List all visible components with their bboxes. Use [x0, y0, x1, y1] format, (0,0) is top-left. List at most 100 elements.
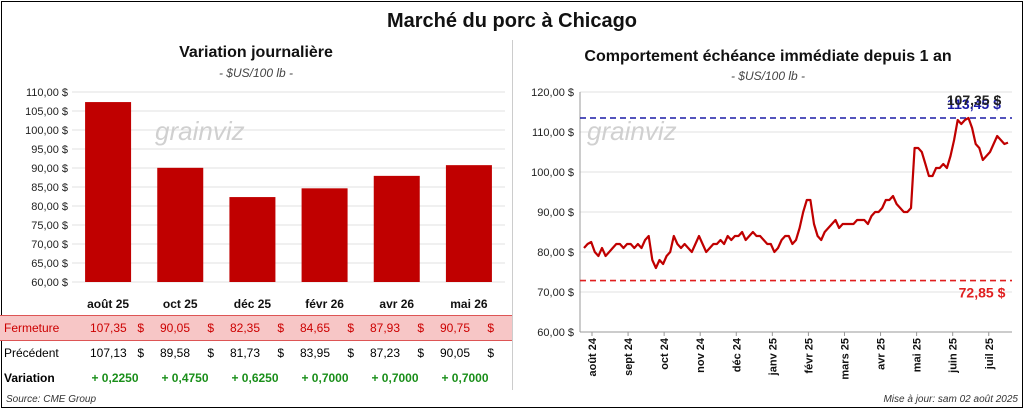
fermeture-cell: 90,75 $	[430, 321, 500, 335]
bar	[157, 167, 204, 282]
line-x-tick: nov 24	[695, 337, 707, 373]
fermeture-cell: 87,93 $	[360, 321, 430, 335]
variation-cell-value: + 0,7000	[301, 371, 349, 385]
bar-y-tick: 60,00 $	[31, 277, 68, 289]
precedent-cell-currency: $	[137, 346, 144, 360]
watermark: grainviz	[155, 116, 245, 146]
precedent-cell: 83,95 $	[290, 346, 360, 360]
line-x-tick: janv 25	[767, 338, 779, 376]
variation-cell-value: + 0,4750	[161, 371, 209, 385]
bar-x-tick: août 25	[87, 297, 129, 311]
line-chart: 60,00 $ 70,00 $ 80,00 $ 90,00 $ 100,00 $ 110,…	[531, 87, 1012, 380]
precedent-cell-value: 90,05	[440, 346, 471, 360]
line-y-tick: 90,00 $	[537, 207, 574, 219]
fermeture-cell-value: 82,35	[230, 321, 261, 335]
fermeture-cell-currency: $	[417, 321, 424, 335]
fermeture-cell-currency: $	[277, 321, 284, 335]
line-y-tick: 60,00 $	[537, 327, 574, 339]
variation-cell-value: + 0,7000	[371, 371, 419, 385]
variation-cell: + 0,7000	[290, 371, 360, 385]
fermeture-cell-value: 84,65	[300, 321, 331, 335]
variation-cell-value: + 0,7000	[441, 371, 489, 385]
fermeture-row: Fermeture 107,35 $90,05 $82,35 $84,65 $87,93…	[0, 315, 512, 341]
variation-row: Variation + 0,2250 + 0,4750 + 0,6250 + 0,70…	[0, 367, 512, 389]
fermeture-cell-value: 90,75	[440, 321, 471, 335]
high-label: 113,45 $	[947, 96, 1001, 112]
bar-x-tick: mai 26	[450, 297, 488, 311]
bar	[301, 188, 348, 282]
precedent-cell-value: 87,23	[370, 346, 401, 360]
precedent-cells: 107,13 $89,58 $81,73 $83,95 $87,23 $90,05 $	[80, 346, 500, 360]
fermeture-cell: 107,35 $	[80, 321, 150, 335]
line-y-tick: 120,00 $	[531, 87, 574, 99]
fermeture-cells: 107,35 $ 90,05 $82,35 $84,65 $87,93 $90,75 $	[80, 321, 500, 335]
fermeture-cell-currency: $	[487, 321, 494, 335]
bar-y-tick: 110,00 $	[26, 87, 68, 99]
fermeture-cell: 84,65 $	[290, 321, 360, 335]
line-x-tick: mai 25	[912, 338, 924, 372]
bar-y-tick: 70,00 $	[31, 239, 68, 251]
variation-cell-value: + 0,2250	[91, 371, 139, 385]
bar-y-tick: 95,00 $	[31, 144, 68, 156]
low-label: 72,85 $	[959, 285, 1006, 301]
bar-y-tick: 75,00 $	[31, 220, 68, 232]
precedent-cell-currency: $	[277, 346, 284, 360]
line-x-tick: oct 24	[659, 337, 671, 370]
precedent-row: Précédent 107,13 $89,58 $81,73 $83,95 $87,23…	[0, 341, 512, 365]
line-x-tick: juil 25	[984, 338, 996, 370]
variation-cells: + 0,2250 + 0,4750 + 0,6250 + 0,7000 + 0,7000…	[80, 371, 500, 385]
precedent-cell: 89,58 $	[150, 346, 220, 360]
bar-y-tick: 100,00 $	[25, 125, 68, 137]
precedent-cell-currency: $	[347, 346, 354, 360]
line-x-tick: sept 24	[623, 337, 635, 376]
bar-y-tick: 85,00 $	[31, 182, 68, 194]
precedent-cell-currency: $	[487, 346, 494, 360]
line-x-tick: juin 25	[948, 338, 960, 374]
fermeture-cell: 82,35 $	[220, 321, 290, 335]
right-chart-title: Comportement échéance immédiate depuis 1…	[584, 48, 952, 65]
bar	[229, 197, 276, 282]
precedent-label: Précédent	[4, 346, 59, 360]
precedent-cell-value: 107,13	[90, 346, 127, 360]
fermeture-cell-currency: $	[207, 321, 214, 335]
fermeture-label: Fermeture	[4, 321, 60, 335]
precedent-cell-currency: $	[417, 346, 424, 360]
page-title: Marché du porc à Chicago	[386, 10, 638, 32]
fermeture-cell-value: 87,93	[370, 321, 401, 335]
bar-y-tick: 90,00 $	[31, 163, 68, 175]
fermeture-cell: 90,05 $	[150, 321, 220, 335]
variation-cell: + 0,7000	[430, 371, 500, 385]
source-note: Source: CME Group	[6, 394, 97, 405]
precedent-cell: 107,13 $	[80, 346, 150, 360]
variation-cell: + 0,4750	[150, 371, 220, 385]
bar	[445, 165, 492, 282]
variation-cell: + 0,2250	[80, 371, 150, 385]
line-y-tick: 70,00 $	[537, 287, 574, 299]
line-x-tick: août 24	[587, 337, 599, 376]
line-y-tick: 110,00 $	[532, 127, 574, 139]
line-x-tick: déc 24	[731, 337, 743, 372]
precedent-cell-value: 89,58	[160, 346, 191, 360]
fermeture-cell-value: 90,05	[160, 321, 191, 335]
precedent-cell: 87,23 $	[360, 346, 430, 360]
bar-y-tick: 105,00 $	[25, 106, 68, 118]
bar-y-tick: 80,00 $	[31, 201, 68, 213]
precedent-cell-value: 81,73	[230, 346, 261, 360]
left-chart-unit: - $US/100 lb -	[218, 66, 294, 80]
fermeture-cell-currency: $	[347, 321, 354, 335]
last-value-label: 107,35 $	[947, 92, 1002, 108]
watermark: grainviz	[587, 116, 677, 146]
fermeture-cell-value: 107,35	[90, 321, 127, 335]
bar	[373, 175, 420, 282]
bar-x-tick: oct 25	[163, 297, 198, 311]
panel-divider	[512, 40, 513, 390]
line-x-tick: avr 25	[876, 338, 888, 370]
variation-label: Variation	[4, 371, 55, 385]
precedent-cell: 90,05 $	[430, 346, 500, 360]
bar-y-tick: 65,00 $	[31, 258, 68, 270]
variation-cell: + 0,7000	[360, 371, 430, 385]
right-chart-unit: - $US/100 lb -	[730, 69, 806, 83]
line-y-tick: 80,00 $	[537, 247, 574, 259]
bar-x-tick: déc 25	[234, 297, 272, 311]
